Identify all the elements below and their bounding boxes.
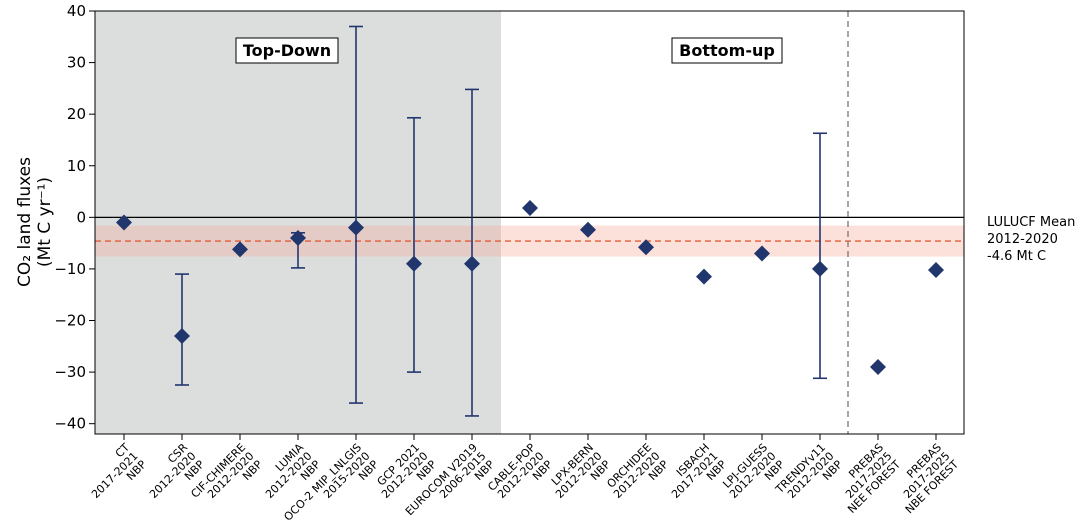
bottom-up-label: Bottom-up bbox=[679, 41, 775, 60]
data-point bbox=[870, 358, 886, 375]
data-point bbox=[580, 221, 596, 238]
lulucf-annotation-line-1: LULUCF Mean bbox=[987, 215, 1075, 230]
lulucf-annotation-line-2: 2012-2020 bbox=[987, 232, 1058, 247]
data-point bbox=[174, 327, 190, 344]
top-down-shade bbox=[95, 11, 501, 434]
data-marks bbox=[116, 25, 944, 417]
y-axis-label-line-1: CO₂ land fluxes bbox=[15, 157, 35, 287]
lulucf-annotation-line-3: -4.6 Mt C bbox=[987, 249, 1046, 264]
data-point bbox=[812, 260, 828, 277]
data-point bbox=[290, 229, 306, 246]
y-tick-label: −30 bbox=[54, 363, 86, 381]
y-tick-label: −20 bbox=[54, 312, 86, 330]
y-axis: 40 30 20 10 0 −10 −20 −30 −40 bbox=[54, 2, 95, 433]
data-point bbox=[464, 255, 480, 272]
y-tick-label: 40 bbox=[67, 2, 86, 20]
x-axis: CT2017-2021NBPCSR2012-2020NBPCIF-CHIMERE… bbox=[89, 434, 961, 524]
y-axis-label-line-2: (Mt C yr⁻¹) bbox=[35, 177, 55, 267]
data-point bbox=[696, 268, 712, 285]
y-tick-label: 0 bbox=[76, 208, 86, 226]
data-point bbox=[754, 245, 770, 262]
top-down-label-box bbox=[235, 37, 339, 64]
data-point bbox=[522, 200, 538, 217]
y-tick-label: 30 bbox=[67, 54, 86, 72]
data-point bbox=[638, 239, 654, 256]
y-tick-label: −40 bbox=[54, 415, 86, 433]
bottom-up-label-box bbox=[671, 37, 783, 64]
y-tick-label: 10 bbox=[67, 157, 86, 175]
data-point bbox=[116, 214, 132, 231]
data-point bbox=[348, 219, 364, 236]
top-down-label: Top-Down bbox=[243, 41, 331, 60]
data-point bbox=[406, 255, 422, 272]
data-point bbox=[928, 261, 944, 278]
data-point bbox=[232, 241, 248, 258]
y-tick-label: 20 bbox=[67, 105, 86, 123]
y-tick-label: −10 bbox=[54, 260, 86, 278]
